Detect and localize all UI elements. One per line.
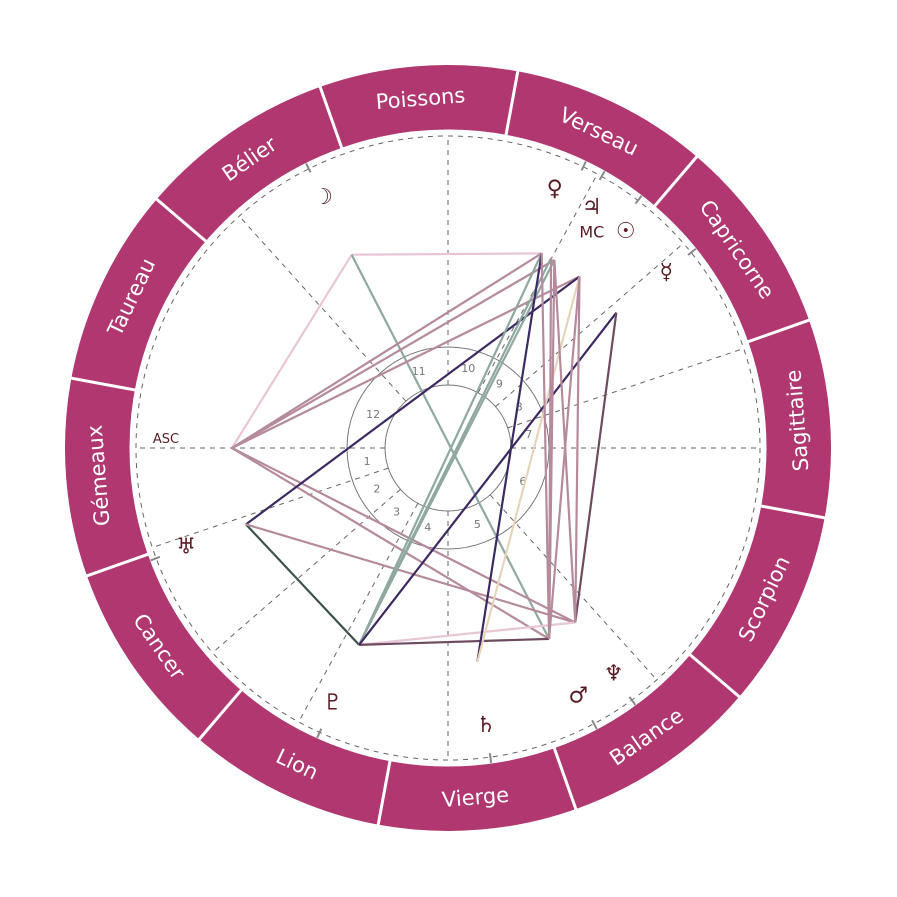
moon-position-tick xyxy=(305,162,312,173)
sign-divider xyxy=(653,155,699,208)
sign-divider xyxy=(552,747,578,811)
jupiter-position-tick xyxy=(598,170,606,181)
aspect-line-pluto-mars xyxy=(359,637,550,646)
aspect-line-moon-venus xyxy=(351,252,542,256)
sign-divider xyxy=(688,653,741,699)
house-cusp-8 xyxy=(507,348,744,429)
sign-divider xyxy=(376,760,392,826)
aspect-line-pluto-mc xyxy=(358,257,553,646)
mercury-icon: ☿ xyxy=(659,260,673,285)
house-number-7: 7 xyxy=(525,428,532,441)
venus-icon: ♀ xyxy=(547,177,563,202)
house-number-8: 8 xyxy=(516,401,523,414)
house-number-4: 4 xyxy=(424,521,431,534)
house-number-10: 10 xyxy=(461,362,475,375)
house-number-3: 3 xyxy=(393,505,400,518)
aspect-lines xyxy=(231,252,618,663)
house-cusp-2 xyxy=(152,467,389,548)
house-number-9: 9 xyxy=(496,378,503,391)
house-cusp-12 xyxy=(238,215,407,402)
aspect-line-asc-jupiter xyxy=(231,259,555,449)
uranus-position-tick xyxy=(150,555,161,562)
aspect-line-sun-neptune xyxy=(574,276,581,623)
aspect-line-mercury-neptune xyxy=(574,312,618,623)
aspect-line-pluto-mercury xyxy=(358,311,618,646)
house-number-11: 11 xyxy=(412,365,426,378)
aspect-line-asc-neptune xyxy=(231,447,576,624)
sun-position-tick xyxy=(634,195,643,205)
aspect-line-pluto-venus xyxy=(358,252,543,646)
jupiter-icon: ♃ xyxy=(582,195,602,220)
venus-position-tick xyxy=(580,161,587,171)
aspect-line-sun-mars xyxy=(547,276,581,639)
dashed-circle xyxy=(135,135,761,761)
house-cusp-9 xyxy=(495,242,684,408)
pluto-position-tick xyxy=(316,728,323,739)
zodiac-band xyxy=(65,65,831,831)
ascendant-label: ASC xyxy=(153,432,179,447)
aspect-line-mc-mars xyxy=(547,258,553,639)
chart-inner-disc xyxy=(129,129,767,767)
aspect-line-asc-sun xyxy=(231,275,580,449)
mars-position-tick xyxy=(591,719,598,730)
zodiac-ring: BélierTaureauGémeauxCancerLionViergeBala… xyxy=(65,65,831,831)
house-number-12: 12 xyxy=(366,408,380,421)
aspect-line-venus-mars xyxy=(540,253,551,639)
aspect-line-asc-venus xyxy=(231,252,543,449)
sign-divider xyxy=(747,318,811,344)
house-cusp-4 xyxy=(298,503,419,723)
house-number-2: 2 xyxy=(373,482,380,495)
pluto-icon: ♇ xyxy=(323,691,343,716)
midheaven-label: MC xyxy=(579,222,604,241)
saturn-position-tick xyxy=(488,753,493,764)
house-number-6: 6 xyxy=(519,475,526,488)
aspect-line-pluto-neptune xyxy=(358,621,576,646)
house-number-5: 5 xyxy=(474,518,481,531)
sign-divider xyxy=(70,376,136,392)
moon-icon: ☽ xyxy=(313,185,333,210)
sun-icon: ☉ xyxy=(616,219,636,244)
house-number-1: 1 xyxy=(364,455,371,468)
sign-divider xyxy=(318,85,344,149)
aspect-line-moon-asc xyxy=(231,254,353,449)
sign-divider xyxy=(85,552,149,578)
sign-divider xyxy=(504,70,520,136)
aspect-line-saturn-sun xyxy=(476,276,581,663)
saturn-icon: ♄ xyxy=(476,713,496,738)
neptune-icon: ♆ xyxy=(604,661,624,686)
sign-divider xyxy=(155,197,208,243)
aspect-line-asc-mars xyxy=(231,447,550,640)
mars-icon: ♂ xyxy=(568,683,588,708)
aspect-line-saturn-venus xyxy=(476,253,543,663)
sign-divider xyxy=(760,504,826,520)
sign-label-vierge: Vierge xyxy=(441,783,510,812)
planet-glyphs: ☽ ♀ ♃ ☉ ☿ ♅ ♇ ♄ ♂ ♆ xyxy=(150,161,697,764)
mercury-position-tick xyxy=(687,247,697,256)
neptune-position-tick xyxy=(628,696,637,706)
sign-divider xyxy=(197,688,243,741)
aspect-line-uranus-neptune xyxy=(245,523,576,624)
aspect-line-uranus-pluto xyxy=(245,523,360,646)
uranus-icon: ♅ xyxy=(176,534,196,559)
